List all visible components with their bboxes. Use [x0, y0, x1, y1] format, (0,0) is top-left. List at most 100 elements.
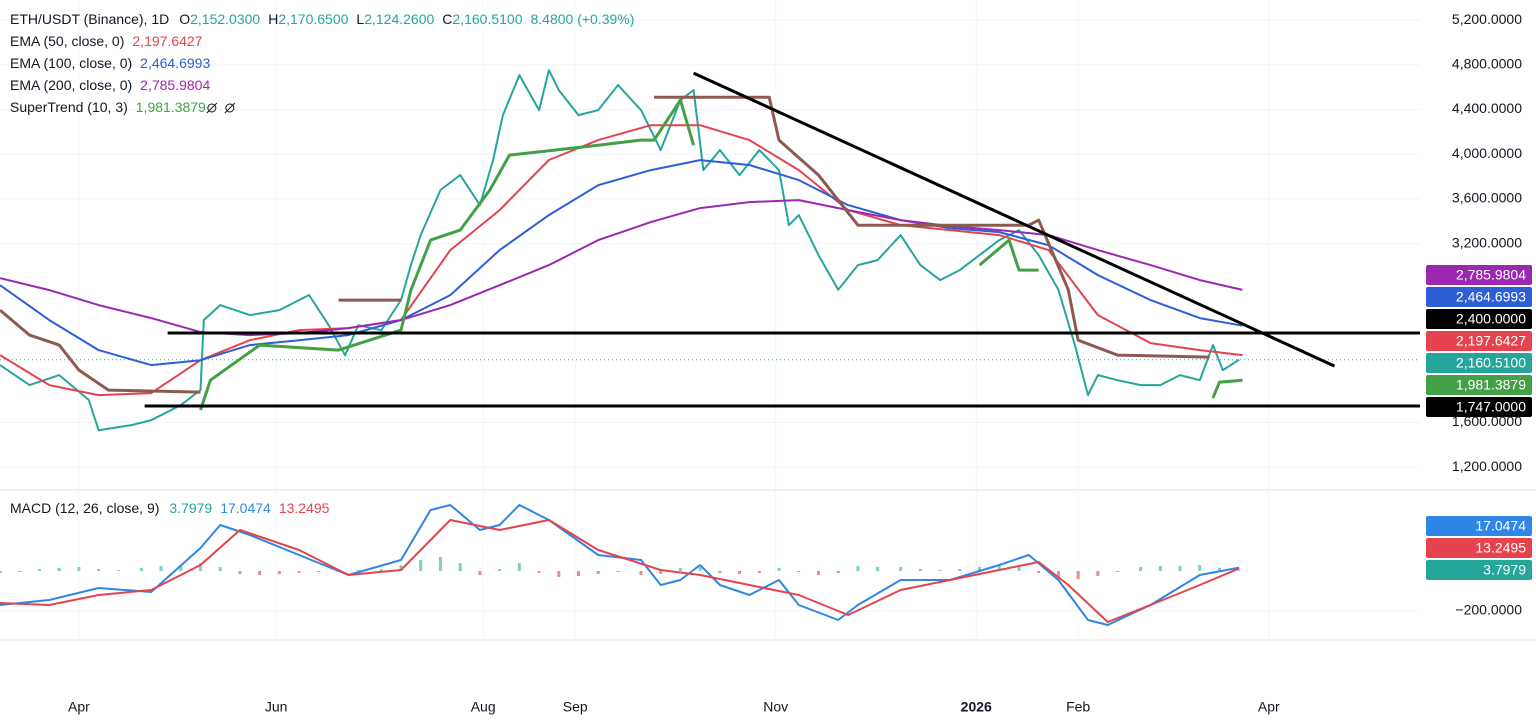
- histogram-bar: [836, 571, 840, 573]
- legend-entry: MACD (12, 26, close, 9) 3.7979 17.0474 13.2…: [10, 500, 330, 516]
- histogram-bar: [478, 571, 482, 575]
- y-tick-label: 4,400.0000: [1452, 100, 1522, 116]
- legend-value: 3.7979: [169, 500, 212, 516]
- histogram-bar: [37, 569, 41, 571]
- histogram-bar: [577, 571, 581, 576]
- histogram-bar: [616, 571, 620, 572]
- legend: ETH/USDT (Binance), 1D O2,152.0300 H2,170.…: [10, 11, 634, 516]
- histogram-bar: [816, 571, 820, 575]
- price-badge-label: 2,160.5100: [1456, 355, 1526, 371]
- price-badge-label: 13.2495: [1475, 540, 1526, 556]
- histogram-bar: [116, 570, 120, 571]
- histogram-bar: [399, 565, 403, 571]
- histogram-bar: [517, 563, 521, 571]
- histogram-bar: [978, 567, 982, 571]
- histogram-bar: [876, 567, 880, 571]
- price-badge-label: 2,400.0000: [1456, 311, 1526, 327]
- legend-title: MACD (12, 26, close, 9): [10, 500, 159, 516]
- histogram-bar: [639, 571, 643, 575]
- price-badge-label: 1,981.3879: [1456, 377, 1526, 393]
- histogram-bar: [678, 568, 682, 571]
- y-tick-label: 1,600.0000: [1452, 413, 1522, 429]
- x-tick-label: Apr: [68, 699, 90, 715]
- histogram-bar: [1116, 571, 1120, 572]
- price-badge: [1426, 560, 1532, 580]
- legend-value: 2,197.6427: [132, 33, 202, 49]
- legend-entry: EMA (100, close, 0) 2,464.6993: [10, 55, 210, 71]
- price-badge: [1426, 397, 1532, 417]
- visibility-icon-slash: [206, 102, 218, 114]
- histogram-bar: [77, 567, 81, 571]
- legend-entry: SuperTrend (10, 3) 1,981.3879: [10, 99, 206, 115]
- histogram-bar: [238, 571, 242, 574]
- histogram-bar: [356, 570, 360, 571]
- grid: [0, 19, 1420, 612]
- legend-key: C: [442, 11, 452, 27]
- histogram-bar: [557, 571, 561, 577]
- legend-value: 2,160.5100: [452, 11, 522, 27]
- histogram-bar: [1198, 565, 1202, 571]
- histogram-bar: [938, 570, 942, 571]
- legend-key: O: [179, 11, 190, 27]
- x-tick-label: Feb: [1066, 699, 1090, 715]
- legend-entry: ETH/USDT (Binance), 1D O2,152.0300 H2,170.…: [10, 11, 634, 27]
- histogram-bar: [899, 567, 903, 571]
- price-badge: [1426, 265, 1532, 285]
- histogram-bar: [537, 571, 541, 573]
- histogram-bar: [1237, 570, 1241, 571]
- x-tick-label: Sep: [563, 699, 588, 715]
- series-line: [0, 504, 1240, 626]
- histogram-bar: [1076, 571, 1080, 579]
- visibility-icon-slash: [224, 102, 236, 114]
- price-badge: [1426, 309, 1532, 329]
- histogram-bar: [159, 566, 163, 571]
- supertrend-down-line: [0, 95, 1210, 394]
- legend-entry: EMA (200, close, 0) 2,785.9804: [10, 77, 210, 93]
- legend-key: H: [268, 11, 278, 27]
- price-badge-label: 1,747.0000: [1456, 399, 1526, 415]
- price-badge: [1426, 331, 1532, 351]
- series-line: [199, 98, 1243, 411]
- histogram-bar: [0, 571, 2, 573]
- histogram-bar: [419, 560, 423, 571]
- marks: [0, 69, 1420, 626]
- legend-value: 2,170.6500: [278, 11, 348, 27]
- price-badge-label: 2,197.6427: [1456, 333, 1526, 349]
- series-line: [0, 519, 1240, 623]
- histogram-bar: [1037, 571, 1041, 573]
- histogram-bar: [277, 571, 281, 574]
- legend-value: 1,981.3879: [136, 99, 206, 115]
- legend-name: SuperTrend (10, 3): [10, 99, 128, 115]
- price-badge: [1426, 375, 1532, 395]
- price-badge-label: 2,464.6993: [1456, 289, 1526, 305]
- histogram-bar: [317, 571, 321, 572]
- legend-value: 2,124.2600: [364, 11, 434, 27]
- histogram-bar: [297, 571, 301, 573]
- y-tick-label: −200.0000: [1455, 602, 1522, 618]
- histogram-bar: [199, 563, 203, 571]
- histogram-bar: [18, 571, 22, 572]
- histogram-bar: [958, 569, 962, 571]
- legend-value: 13.2495: [279, 500, 330, 516]
- histogram-bar: [997, 566, 1001, 571]
- legend-name: ETH/USDT (Binance), 1D: [10, 11, 169, 27]
- legend-value: 2,464.6993: [140, 55, 210, 71]
- histogram-bar: [596, 571, 600, 574]
- y-tick-label: 3,600.0000: [1452, 190, 1522, 206]
- x-tick-label: Aug: [471, 699, 496, 715]
- price-badge: [1426, 516, 1532, 536]
- price-badge: [1426, 538, 1532, 558]
- x-tick-label: Apr: [1258, 699, 1280, 715]
- legend-key: L: [356, 11, 364, 27]
- price-badge: [1426, 353, 1532, 373]
- histogram-bar: [1096, 571, 1100, 576]
- histogram-bar: [659, 571, 663, 574]
- x-tick-label: 2026: [961, 699, 992, 715]
- histogram-bar: [918, 569, 922, 571]
- histogram-bar: [379, 569, 383, 571]
- visibility-icon: [225, 103, 235, 113]
- y-tick-label: 4,000.0000: [1452, 145, 1522, 161]
- legend-change: 8.4800 (+0.39%): [530, 11, 634, 27]
- histogram-bar: [1158, 566, 1162, 571]
